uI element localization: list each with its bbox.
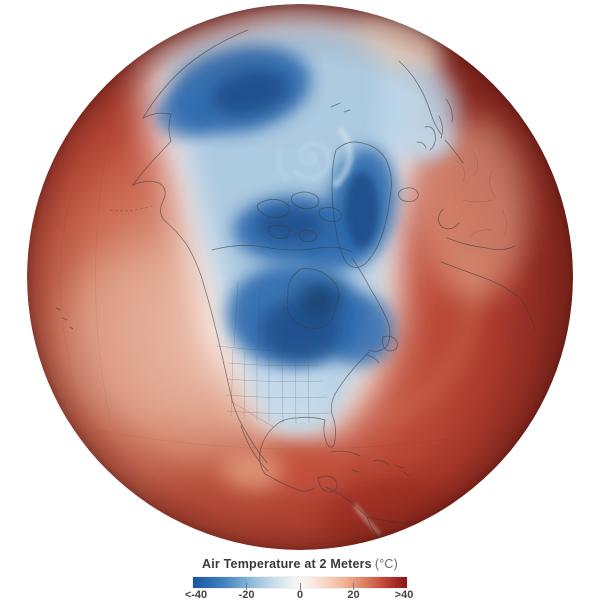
- colorbar-labels: <-40 -20 0 20 >40: [0, 589, 600, 600]
- rim-shading: [27, 4, 573, 550]
- legend-title-text: Air Temperature at 2 Meters: [202, 557, 372, 571]
- colorbar-tick-label: >40: [394, 589, 414, 600]
- colorbar-tick: [353, 583, 354, 590]
- colorbar: [192, 576, 408, 589]
- colorbar-tick-label: -20: [238, 589, 255, 600]
- legend-unit: (°C): [374, 557, 398, 571]
- legend: Air Temperature at 2 Meters (°C) <-40 -20…: [0, 555, 600, 600]
- globe: [27, 4, 573, 550]
- colorbar-tick: [246, 583, 247, 590]
- colorbar-tick-label: <-40: [184, 589, 208, 600]
- colorbar-tick-label: 20: [347, 589, 360, 600]
- legend-title: Air Temperature at 2 Meters (°C): [0, 557, 600, 571]
- colorbar-tick-label: 0: [296, 589, 304, 600]
- colorbar-tick: [300, 583, 301, 590]
